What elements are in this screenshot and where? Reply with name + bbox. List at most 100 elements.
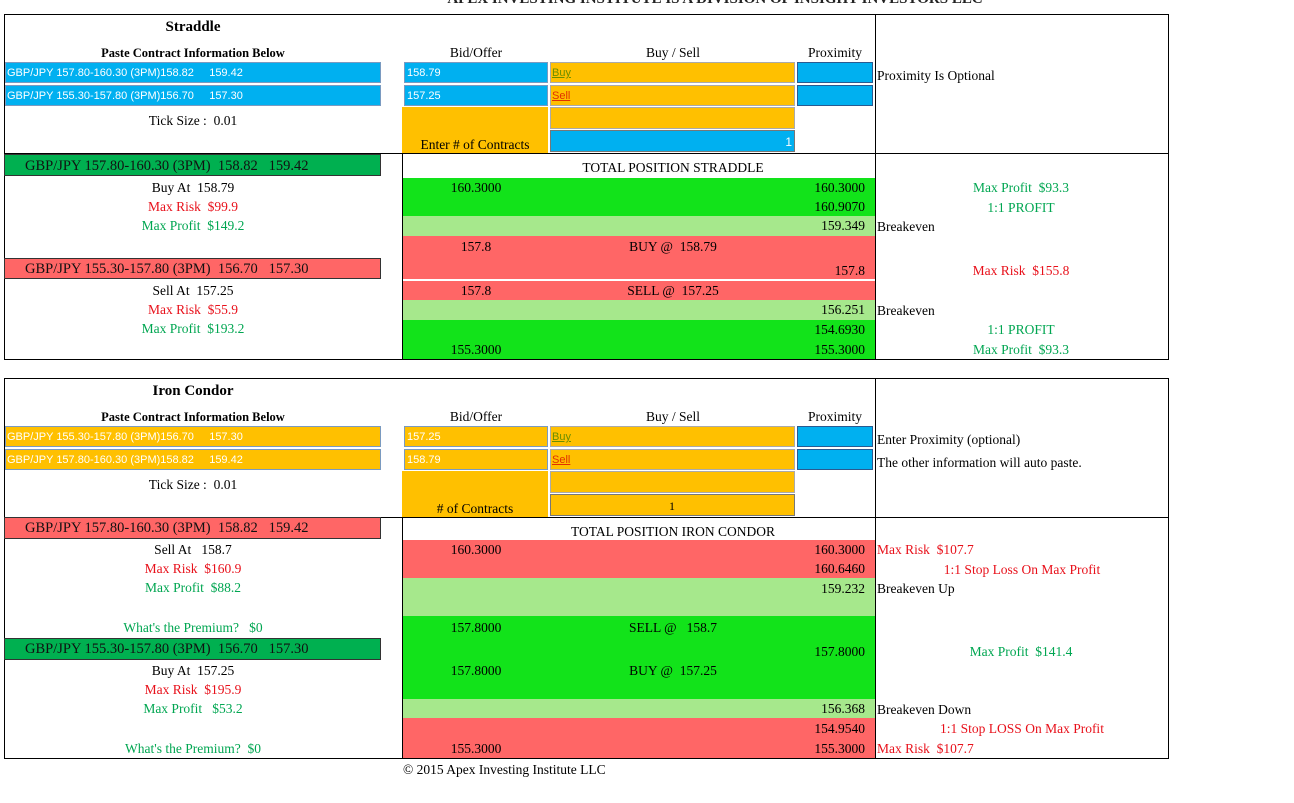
leg-label-cell xyxy=(4,258,381,279)
cell-border xyxy=(1168,14,1169,360)
summary-text: Breakeven Up xyxy=(877,581,955,596)
contracts-input xyxy=(550,494,795,516)
position-value: 160.6460 xyxy=(814,561,865,576)
contract-input xyxy=(5,85,381,106)
cell-text: Tick Size : 0.01 xyxy=(148,477,238,492)
cell-border xyxy=(4,14,5,359)
position-value: 160.3000 xyxy=(450,180,502,195)
position-band xyxy=(403,699,875,718)
position-value: 154.6930 xyxy=(814,322,865,337)
cell-text: Max Risk $99.9 xyxy=(147,199,239,214)
cell-border xyxy=(4,758,1169,759)
cell-border xyxy=(875,378,876,758)
position-value: SELL @ 157.25 xyxy=(627,283,719,298)
cell-text: Max Risk $160.9 xyxy=(144,561,242,576)
price-text: 157.25 xyxy=(407,431,441,443)
cell-text: Sell At 158.7 xyxy=(154,542,232,557)
position-band xyxy=(403,236,875,279)
position-band xyxy=(403,216,875,236)
leg-label: GBP/JPY 157.80-160.30 (3PM) 158.82 159.4… xyxy=(25,158,309,174)
leg-label: GBP/JPY 157.80-160.30 (3PM) 158.82 159.4… xyxy=(25,520,309,536)
position-value: 155.3000 xyxy=(450,342,502,357)
position-value: 160.9070 xyxy=(814,199,865,214)
position-band xyxy=(403,281,875,300)
cell-text: Max Risk $195.9 xyxy=(144,682,242,697)
position-value: 156.368 xyxy=(821,701,865,716)
action-cell xyxy=(550,426,795,447)
action-link[interactable]: Buy xyxy=(552,67,571,79)
cell-text: Max Profit $149.2 xyxy=(141,218,245,233)
price-input xyxy=(404,85,548,106)
summary-text: Max Profit $93.3 xyxy=(973,180,1069,195)
position-value: 155.3000 xyxy=(814,741,865,756)
leg-label-cell xyxy=(4,517,381,539)
cell-text: Max Profit $88.2 xyxy=(145,580,241,595)
leg-label: GBP/JPY 155.30-157.80 (3PM) 156.70 157.3… xyxy=(25,261,309,277)
action-cell xyxy=(550,449,795,470)
cell-border xyxy=(402,153,403,359)
column-header: Proximity xyxy=(807,409,863,424)
note: Enter Proximity (optional) xyxy=(877,432,1021,447)
section-title: Straddle xyxy=(165,19,221,35)
column-header: Bid/Offer xyxy=(449,45,503,60)
position-band xyxy=(403,320,875,359)
contract-text: GBP/JPY 155.30-157.80 (3PM)156.70 157.30 xyxy=(7,90,243,102)
price-input xyxy=(404,449,548,470)
contract-input xyxy=(5,449,381,470)
position-value: 155.3000 xyxy=(814,342,865,357)
cell-text: Enter # of Contracts xyxy=(420,137,530,152)
position-value: 157.8 xyxy=(834,263,865,278)
position-value: 160.3000 xyxy=(450,542,502,557)
position-band xyxy=(403,540,875,578)
position-value: 160.3000 xyxy=(814,542,865,557)
summary-text: 1:1 PROFIT xyxy=(987,322,1055,337)
footer: © 2015 Apex Investing Institute LLC xyxy=(403,762,606,777)
position-value: 157.8 xyxy=(460,239,492,254)
blank-cell xyxy=(550,107,795,129)
column-header: Bid/Offer xyxy=(449,409,503,424)
cell-text: Buy At 158.79 xyxy=(151,180,235,195)
cell-border xyxy=(4,359,1169,360)
summary-text: Max Profit $93.3 xyxy=(973,342,1069,357)
position-band xyxy=(403,616,875,699)
proximity-input xyxy=(797,62,873,83)
leg-label-cell xyxy=(4,154,381,176)
contracts-label-cell xyxy=(402,107,548,153)
cell-border xyxy=(875,14,876,359)
action-link[interactable]: Sell xyxy=(552,454,571,466)
column-header: Buy / Sell xyxy=(645,45,701,60)
summary-text: 1:1 PROFIT xyxy=(987,200,1055,215)
cell-text: Max Profit $193.2 xyxy=(141,321,245,336)
cell-text: Max Profit $53.2 xyxy=(143,701,243,716)
price-input xyxy=(404,426,548,447)
action-link[interactable]: Sell xyxy=(552,90,571,102)
summary-text: Breakeven xyxy=(877,219,935,234)
price-text: 157.25 xyxy=(407,90,441,102)
position-value: 159.349 xyxy=(821,218,865,233)
proximity-input xyxy=(797,449,873,470)
cell-text: Paste Contract Information Below xyxy=(101,410,285,424)
position-value: 155.3000 xyxy=(450,741,502,756)
position-band xyxy=(403,300,875,320)
cell-border xyxy=(4,378,1169,379)
cell-text: Max Risk $55.9 xyxy=(147,302,239,317)
summary-text: Max Risk $155.8 xyxy=(972,263,1070,278)
position-band xyxy=(403,578,875,616)
summary-text: Breakeven Down xyxy=(877,702,972,717)
leg-label-cell xyxy=(4,638,381,660)
contract-text: GBP/JPY 157.80-160.30 (3PM)158.82 159.42 xyxy=(7,454,243,466)
position-value: 157.8000 xyxy=(450,620,502,635)
contract-input xyxy=(5,426,381,447)
cell-text: What's the Premium? $0 xyxy=(123,620,263,635)
summary-text: 1:1 Stop LOSS On Max Profit xyxy=(940,721,1104,736)
proximity-input xyxy=(797,426,873,447)
position-band xyxy=(403,718,875,758)
contracts-input xyxy=(550,130,795,152)
action-link[interactable]: Buy xyxy=(552,431,571,443)
price-text: 158.79 xyxy=(407,67,441,79)
summary-text: Max Risk $107.7 xyxy=(877,542,974,557)
banner: APEX INVESTING INSTITUTE IS A DIVISION O… xyxy=(447,0,982,7)
summary-text: Max Risk $107.7 xyxy=(877,741,974,756)
contracts-value: 1 xyxy=(785,135,792,149)
action-cell xyxy=(550,85,795,106)
